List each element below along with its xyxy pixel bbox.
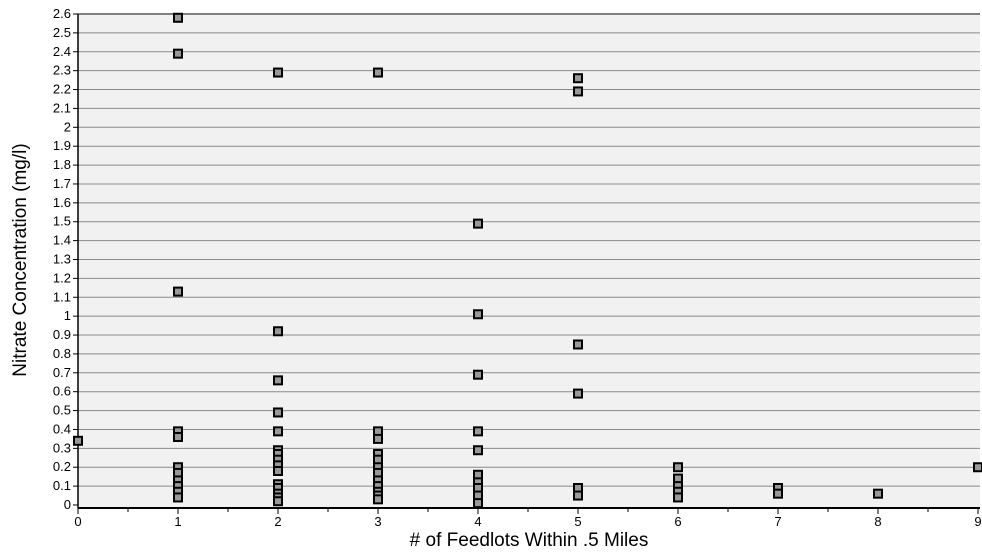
data-point bbox=[573, 388, 583, 399]
data-point bbox=[673, 492, 683, 503]
data-point bbox=[673, 462, 683, 473]
y-axis-ticks: 0 0.1 0.2 0.3 0.4 0.5 0.6 0.7 0.8 0.9 1 1.1 1.2 1.3 1.… bbox=[53, 6, 78, 512]
data-point bbox=[173, 48, 183, 59]
y-tick-label: 1.7 bbox=[53, 176, 71, 191]
gridlines bbox=[78, 13, 980, 487]
y-tick-label: 1.9 bbox=[53, 138, 71, 153]
data-point bbox=[373, 494, 383, 505]
data-point bbox=[473, 369, 483, 380]
data-point bbox=[973, 462, 982, 473]
data-point bbox=[273, 67, 283, 78]
y-tick-label: 2.6 bbox=[53, 6, 71, 21]
data-point bbox=[173, 492, 183, 503]
y-tick-label: 2.1 bbox=[53, 100, 71, 115]
data-point bbox=[373, 67, 383, 78]
data-point bbox=[773, 488, 783, 499]
data-point bbox=[473, 426, 483, 437]
x-tick-label: 2 bbox=[274, 514, 281, 529]
data-point bbox=[873, 488, 883, 499]
y-tick-label: 0 bbox=[64, 497, 71, 512]
y-tick-label: 0.1 bbox=[53, 478, 71, 493]
data-point bbox=[473, 309, 483, 320]
y-tick-label: 1 bbox=[64, 308, 71, 323]
y-tick-label: 0.2 bbox=[53, 459, 71, 474]
y-tick-label: 0.7 bbox=[53, 365, 71, 380]
data-point bbox=[573, 490, 583, 501]
data-point bbox=[573, 339, 583, 350]
data-point bbox=[573, 73, 583, 84]
data-point bbox=[273, 466, 283, 477]
x-tick-label: 3 bbox=[374, 514, 381, 529]
x-tick-label: 1 bbox=[174, 514, 181, 529]
data-point bbox=[473, 445, 483, 456]
y-tick-label: 2 bbox=[64, 119, 71, 134]
y-tick-label: 2.4 bbox=[53, 44, 71, 59]
data-point bbox=[273, 407, 283, 418]
data-point bbox=[73, 435, 83, 446]
x-tick-label: 4 bbox=[474, 514, 481, 529]
x-tick-label: 0 bbox=[74, 514, 81, 529]
y-tick-label: 1.2 bbox=[53, 270, 71, 285]
y-tick-label: 0.6 bbox=[53, 384, 71, 399]
y-axis-title: Nitrate Concentration (mg/l) bbox=[10, 143, 31, 376]
data-point bbox=[273, 375, 283, 386]
y-tick-label: 0.4 bbox=[53, 421, 71, 436]
x-tick-label: 5 bbox=[574, 514, 581, 529]
x-axis-title: # of Feedlots Within .5 Miles bbox=[410, 530, 649, 551]
y-tick-label: 1.5 bbox=[53, 214, 71, 229]
data-point bbox=[273, 426, 283, 437]
y-tick-label: 1.6 bbox=[53, 195, 71, 210]
y-tick-label: 2.3 bbox=[53, 63, 71, 78]
data-point bbox=[273, 326, 283, 337]
data-point bbox=[473, 498, 483, 509]
x-tick-label: 7 bbox=[774, 514, 781, 529]
y-tick-label: 0.9 bbox=[53, 327, 71, 342]
y-tick-label: 1.8 bbox=[53, 157, 71, 172]
y-tick-label: 1.1 bbox=[53, 289, 71, 304]
y-tick-label: 0.5 bbox=[53, 403, 71, 418]
data-point bbox=[173, 432, 183, 443]
data-point bbox=[173, 12, 183, 23]
x-axis-ticks: 0 1 2 3 4 5 6 7 8 9 bbox=[74, 508, 982, 529]
x-tick-label: 6 bbox=[674, 514, 681, 529]
data-point bbox=[573, 86, 583, 97]
data-point bbox=[273, 496, 283, 507]
data-point bbox=[173, 286, 183, 297]
y-tick-label: 2.2 bbox=[53, 82, 71, 97]
plot-area-background bbox=[78, 14, 980, 508]
x-tick-label: 9 bbox=[974, 514, 981, 529]
y-tick-label: 1.3 bbox=[53, 252, 71, 267]
y-tick-label: 1.4 bbox=[53, 233, 71, 248]
y-tick-label: 0.3 bbox=[53, 440, 71, 455]
y-tick-label: 2.5 bbox=[53, 25, 71, 40]
data-point bbox=[373, 433, 383, 444]
data-points bbox=[73, 12, 982, 509]
data-point bbox=[473, 218, 483, 229]
y-tick-label: 0.8 bbox=[53, 346, 71, 361]
x-tick-label: 8 bbox=[874, 514, 881, 529]
